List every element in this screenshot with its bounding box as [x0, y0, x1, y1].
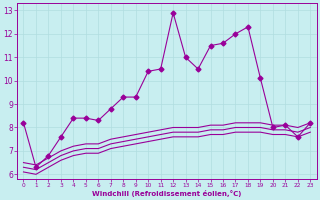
X-axis label: Windchill (Refroidissement éolien,°C): Windchill (Refroidissement éolien,°C) — [92, 190, 242, 197]
